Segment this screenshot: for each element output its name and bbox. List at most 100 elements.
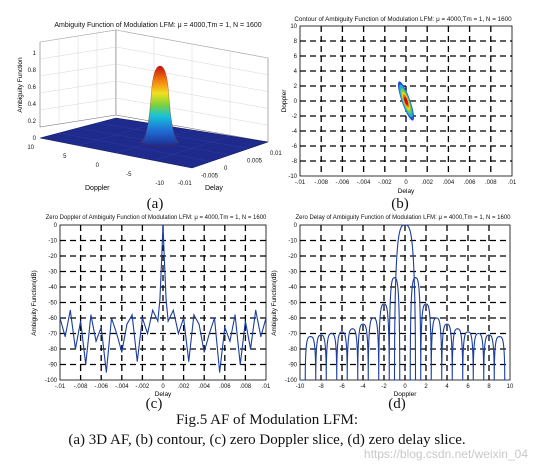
panel-d-xtick-label: -6 — [339, 384, 345, 390]
panel-c-xtick-label: 0 — [161, 384, 165, 390]
panel-d-xtick-label: 8 — [487, 384, 491, 390]
panel-c-data-point — [260, 336, 262, 338]
panel-c-xtick-label: .008 — [240, 384, 252, 390]
panel-c-data-point — [167, 320, 169, 322]
panel-c-data-point — [64, 336, 66, 338]
panel-b-xtick-label: 0 — [404, 180, 408, 186]
panel-c-xtick-label: .002 — [178, 384, 190, 390]
panel-c-xtick-label: .006 — [219, 384, 231, 390]
panel-c-ytick-label: -10 — [48, 239, 57, 245]
panel-a-ztick-label: 0.8 — [28, 68, 37, 74]
panel-b-ytick-label: 4 — [294, 69, 298, 75]
panel-d-xtick-label: 10 — [507, 384, 514, 390]
panel-c-xtick-label: -.01 — [55, 384, 66, 390]
panel-a-ztick-label: 0.2 — [28, 119, 37, 125]
panel-b-xtick-label: .006 — [464, 180, 476, 186]
panel-b-ytick-label: -4 — [292, 129, 298, 135]
panel-b-xtick-label: -.006 — [336, 180, 350, 186]
panel-b-ytick-label: 8 — [294, 39, 298, 45]
panel-c-data-point — [229, 340, 231, 342]
panel-d-xlabel: Doppler — [394, 391, 418, 398]
panel-c-data-point — [244, 320, 246, 322]
panel-b-contour-ring — [403, 96, 409, 106]
panel-a-ylabel: Delay — [205, 185, 223, 192]
panel-c-data-point — [147, 333, 149, 334]
panel-c-data-point — [141, 317, 143, 319]
panel-b-ytick-label: 6 — [294, 54, 298, 60]
panel-d-xtick-label: 4 — [445, 384, 449, 390]
panel-d-sidelobe-peak — [467, 331, 469, 333]
panel-c-data-point — [203, 351, 205, 353]
panel-d-ytick-label: -70 — [288, 332, 297, 338]
panel-d-ytick-label: -60 — [288, 316, 297, 322]
panel-c-xtick-label: -.004 — [115, 384, 129, 390]
panel-c-data-point — [80, 320, 82, 322]
panel-d-ytick-label: -100 — [285, 378, 298, 384]
panel-c-xlabel: Delay — [155, 391, 172, 398]
panel-c-data-point — [224, 326, 226, 328]
panel-c-data-point — [172, 309, 174, 311]
panel-d-sidelobe-peak — [488, 334, 490, 336]
panel-c-label: (c) — [146, 396, 163, 412]
panel-c-data-point — [219, 371, 221, 373]
panel-a-doppler-tick-label: -10 — [155, 181, 164, 187]
panel-c-ytick-label: 0 — [54, 223, 58, 229]
panel-c-ytick-label: -80 — [48, 347, 57, 353]
panel-c-ytick-label: -90 — [48, 363, 57, 369]
panel-c-data-point — [85, 364, 87, 365]
panel-c-data-point — [255, 309, 257, 311]
panel-c-data-point — [159, 298, 161, 300]
panel-b-ytick-label: 10 — [290, 24, 297, 30]
panel-d-sidelobe-peak — [351, 328, 354, 330]
panel-c-data-point — [121, 351, 123, 353]
panel-a-ztick-label: 0.4 — [28, 102, 37, 108]
panel-c-data-point — [95, 340, 97, 342]
panel-c-ytick-label: -60 — [48, 316, 57, 322]
panel-d-sidelobe-peak — [393, 277, 396, 279]
panel-c-title: Zero Doppler of Ambiguity Function of Mo… — [46, 215, 267, 221]
panel-c-data-point — [165, 298, 167, 300]
figure-caption-detail: (a) 3D AF, (b) contour, (c) zero Doppler… — [68, 432, 466, 448]
panel-b-xtick-label: -.008 — [314, 180, 328, 186]
panel-a-doppler-tick-label: 5 — [63, 154, 67, 160]
panel-c-data-point — [183, 317, 185, 319]
panel-b-ytick-label: 2 — [294, 84, 298, 90]
panel-b-ytick-label: -6 — [292, 144, 298, 150]
panel-c-data-point — [234, 314, 236, 316]
panel-d-sidelobe-peak — [425, 303, 427, 305]
panel-d-sidelobe-peak — [372, 317, 375, 319]
panel-b-xtick-label: -.004 — [357, 180, 371, 186]
panel-b-title: Contour of Ambiguity Function of Modulat… — [294, 16, 512, 23]
panel-c-data-point — [198, 323, 200, 325]
panel-d: Zero Delay of Ambiguity Function of Modu… — [271, 215, 514, 412]
panel-b-xtick-label: -.002 — [378, 180, 392, 186]
panel-d-xtick-label: -4 — [360, 384, 366, 390]
panel-d-ytick-label: 0 — [294, 223, 298, 229]
panel-c-data-point — [214, 317, 215, 319]
panel-b-xtick-label: .004 — [443, 180, 455, 186]
panel-c-data-point — [59, 317, 61, 319]
panel-b: Contour of Ambiguity Function of Modulat… — [281, 16, 517, 212]
panel-c-data-point — [152, 309, 154, 311]
panel-d-sidelobe-peak — [383, 303, 385, 305]
panel-a-delay-tick-label: -0.005 — [201, 174, 219, 180]
panel-c-data-point — [265, 317, 267, 319]
panel-b-ytick-label: 0 — [294, 99, 298, 105]
panel-d-sidelobe-peak — [446, 323, 448, 325]
figure: Ambiguity Function of Modulation LFM: μ … — [17, 16, 517, 412]
panel-a-ztick-label: 1 — [33, 51, 37, 57]
panel-c-xtick-label: -.002 — [136, 384, 150, 390]
panel-d-sidelobe-peak — [498, 336, 501, 338]
panel-c-data-point — [126, 323, 128, 325]
panel-d-label: (d) — [388, 396, 406, 412]
panel-c-data-point — [188, 360, 190, 362]
panel-d-ylabel: Ambiguity Function(dB) — [271, 270, 278, 335]
panel-c-ytick-label: -50 — [48, 301, 57, 307]
panel-c-xtick-label: .01 — [262, 384, 271, 390]
panel-d-sidelobe-peak — [320, 334, 322, 336]
watermark: https://blog.csdn.net/weixin_04 — [363, 447, 528, 461]
panel-c-data-point — [111, 317, 112, 319]
figure-caption-title: Fig.5 AF of Modulation LFM: — [175, 412, 359, 428]
panel-d-sidelobe-peak — [341, 331, 343, 333]
panel-d-xtick-label: 2 — [424, 384, 428, 390]
